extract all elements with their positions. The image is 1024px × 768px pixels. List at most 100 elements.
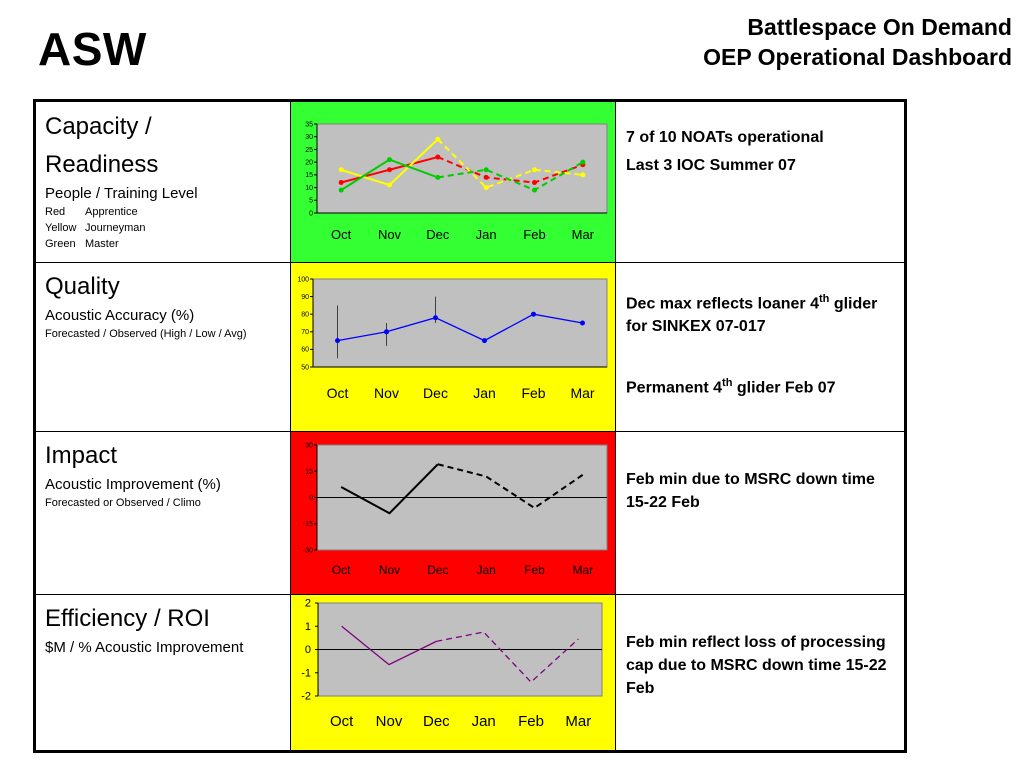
row-divider bbox=[36, 594, 904, 595]
data-point bbox=[483, 185, 489, 191]
metric-title: Quality bbox=[45, 273, 120, 300]
y-tick-label: 35 bbox=[305, 121, 313, 128]
comment-impact: Feb min due to MSRC down time 15-22 Feb bbox=[626, 468, 891, 514]
x-tick-label: Jan bbox=[476, 227, 497, 242]
legend-color: Green bbox=[45, 238, 76, 250]
row-divider bbox=[36, 431, 904, 432]
metric-subtitle: People / Training Level bbox=[45, 185, 198, 202]
x-tick-label: Jan bbox=[473, 385, 496, 401]
metric-quality: Quality Acoustic Accuracy (%) Forecasted… bbox=[45, 268, 247, 342]
comment-line: Dec max reflects loaner 4th glider for S… bbox=[626, 288, 898, 338]
y-tick-label: 10 bbox=[305, 185, 313, 192]
series-line-forecast bbox=[436, 631, 579, 683]
x-tick-label: Mar bbox=[572, 563, 593, 577]
data-point bbox=[580, 320, 585, 326]
comment-sup: th bbox=[819, 293, 830, 305]
metric-title: Capacity / bbox=[45, 113, 152, 140]
series-line-forecast bbox=[437, 463, 584, 510]
x-tick-label: Dec bbox=[423, 385, 448, 401]
plot-area bbox=[316, 123, 608, 214]
y-tick-label: -15 bbox=[303, 521, 313, 528]
x-tick-label: Jan bbox=[472, 713, 496, 730]
x-tick-label: Oct bbox=[327, 385, 349, 401]
data-point bbox=[580, 159, 586, 165]
data-point bbox=[338, 187, 344, 193]
data-point bbox=[387, 167, 392, 173]
metric-note: Forecasted / Observed (High / Low / Avg) bbox=[45, 328, 247, 340]
dashboard-table: Capacity / Readiness People / Training L… bbox=[33, 99, 907, 753]
comment-text: glider Feb 07 bbox=[732, 379, 836, 397]
comment-line: Permanent 4th glider Feb 07 bbox=[626, 372, 898, 399]
y-tick-label: 25 bbox=[305, 147, 313, 154]
comment-line: Feb min reflect loss of processing cap d… bbox=[626, 634, 887, 697]
comment-line: 7 of 10 NOATs operational bbox=[626, 129, 824, 146]
metric-capacity: Capacity / Readiness People / Training L… bbox=[45, 108, 198, 252]
data-point bbox=[532, 179, 537, 185]
x-tick-label: Feb bbox=[523, 227, 545, 242]
data-point bbox=[531, 311, 536, 317]
series-line-forecast bbox=[437, 138, 583, 189]
legend-row: Yellow Journeyman bbox=[45, 220, 198, 236]
y-tick-label: 0 bbox=[309, 210, 313, 217]
comment-capacity: 7 of 10 NOATs operational Last 3 IOC Sum… bbox=[626, 126, 891, 177]
x-tick-label: Nov bbox=[378, 227, 402, 242]
metric-note: Forecasted or Observed / Climo bbox=[45, 497, 201, 509]
y-tick-label: 20 bbox=[305, 159, 313, 166]
chart-quality: 50 60 70 80 90 100 Oct Nov Dec Jan Feb Mar bbox=[297, 276, 608, 401]
chart-efficiency: -2 -1 0 1 2 Oct Nov Dec Jan Feb Mar bbox=[301, 598, 603, 730]
data-point bbox=[387, 182, 392, 188]
data-point bbox=[433, 315, 438, 321]
plot-area bbox=[312, 278, 608, 368]
y-tick-label: 0 bbox=[305, 644, 311, 656]
comment-sup: th bbox=[722, 377, 733, 390]
series-line-forecast bbox=[437, 161, 584, 192]
y-tick-label: 30 bbox=[305, 134, 313, 141]
y-tick-label: 15 bbox=[305, 469, 313, 476]
dashboard-title: Battlespace On Demand OEP Operational Da… bbox=[703, 12, 1012, 72]
y-tick-label: 5 bbox=[309, 198, 313, 205]
x-tick-label: Oct bbox=[331, 227, 352, 242]
column-divider bbox=[615, 102, 616, 750]
y-tick-label: 30 bbox=[305, 442, 313, 449]
dashboard-title-line2: OEP Operational Dashboard bbox=[703, 44, 1012, 70]
data-point bbox=[435, 154, 441, 160]
legend-level: Journeyman bbox=[85, 222, 146, 234]
metric-impact: Impact Acoustic Improvement (%) Forecast… bbox=[45, 437, 221, 511]
metric-subtitle: $M / % Acoustic Improvement bbox=[45, 639, 244, 656]
x-tick-label: Jan bbox=[476, 563, 495, 577]
data-point bbox=[338, 167, 344, 173]
y-tick-label: -30 bbox=[303, 547, 313, 554]
series-line bbox=[337, 313, 583, 342]
y-tick-label: 2 bbox=[305, 598, 311, 610]
x-tick-label: Dec bbox=[423, 713, 450, 730]
y-tick-label: 15 bbox=[305, 172, 313, 179]
legend-level: Master bbox=[85, 238, 119, 250]
y-tick-label: 1 bbox=[305, 621, 311, 633]
comment-line: Feb min due to MSRC down time 15-22 Feb bbox=[626, 471, 875, 511]
data-point bbox=[532, 187, 537, 193]
data-point bbox=[338, 179, 344, 185]
data-point bbox=[435, 174, 441, 180]
series-line bbox=[340, 463, 439, 515]
comment-line: Last 3 IOC Summer 07 bbox=[626, 157, 796, 174]
y-tick-label: 70 bbox=[301, 329, 309, 336]
data-point bbox=[482, 338, 487, 344]
x-tick-label: Feb bbox=[518, 713, 544, 730]
data-point bbox=[532, 167, 537, 173]
y-tick-label: -2 bbox=[301, 691, 311, 703]
x-tick-label: Oct bbox=[332, 563, 351, 577]
row-divider bbox=[36, 262, 904, 263]
data-point bbox=[483, 174, 489, 180]
data-point bbox=[435, 136, 441, 142]
comment-text: Permanent 4 bbox=[626, 379, 723, 397]
y-tick-label: -1 bbox=[301, 667, 311, 679]
y-tick-label: 80 bbox=[301, 312, 309, 319]
x-tick-label: Nov bbox=[379, 563, 400, 577]
x-tick-label: Nov bbox=[374, 385, 399, 401]
metric-subtitle: Acoustic Accuracy (%) bbox=[45, 307, 195, 324]
metric-efficiency: Efficiency / ROI $M / % Acoustic Improve… bbox=[45, 600, 243, 658]
legend-color: Red bbox=[45, 206, 66, 218]
y-tick-label: 0 bbox=[309, 495, 313, 502]
y-tick-label: 60 bbox=[301, 347, 309, 354]
data-point bbox=[483, 167, 489, 173]
